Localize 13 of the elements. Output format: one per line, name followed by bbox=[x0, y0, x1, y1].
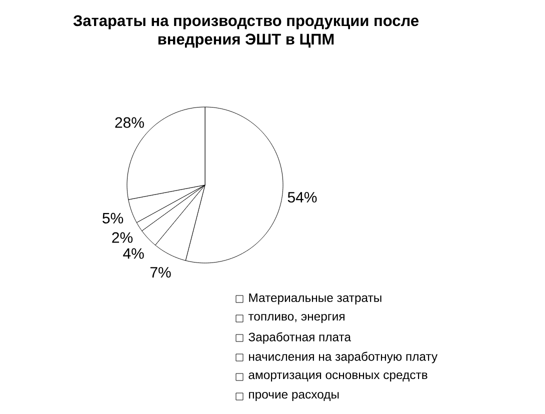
legend-label: амортизация основных средств bbox=[248, 372, 428, 382]
legend-label: Материальные затраты bbox=[249, 294, 382, 304]
legend-label: Заработная плата bbox=[248, 332, 352, 344]
chart-title: Затараты на производство продукции после внедрения ЭШТ в ЦПМ bbox=[73, 15, 419, 48]
legend-label: прочие расходы bbox=[249, 392, 339, 402]
legend-label: топливо, энергия bbox=[248, 314, 344, 324]
data-label: 4% bbox=[123, 248, 144, 259]
data-label: 5% bbox=[102, 212, 124, 224]
data-label: 2% bbox=[112, 232, 133, 243]
legend-label: начисления на заработную плату bbox=[249, 352, 438, 364]
data-label: 54% bbox=[288, 192, 317, 203]
data-label: 7% bbox=[150, 267, 171, 278]
data-label: 28% bbox=[115, 117, 144, 128]
